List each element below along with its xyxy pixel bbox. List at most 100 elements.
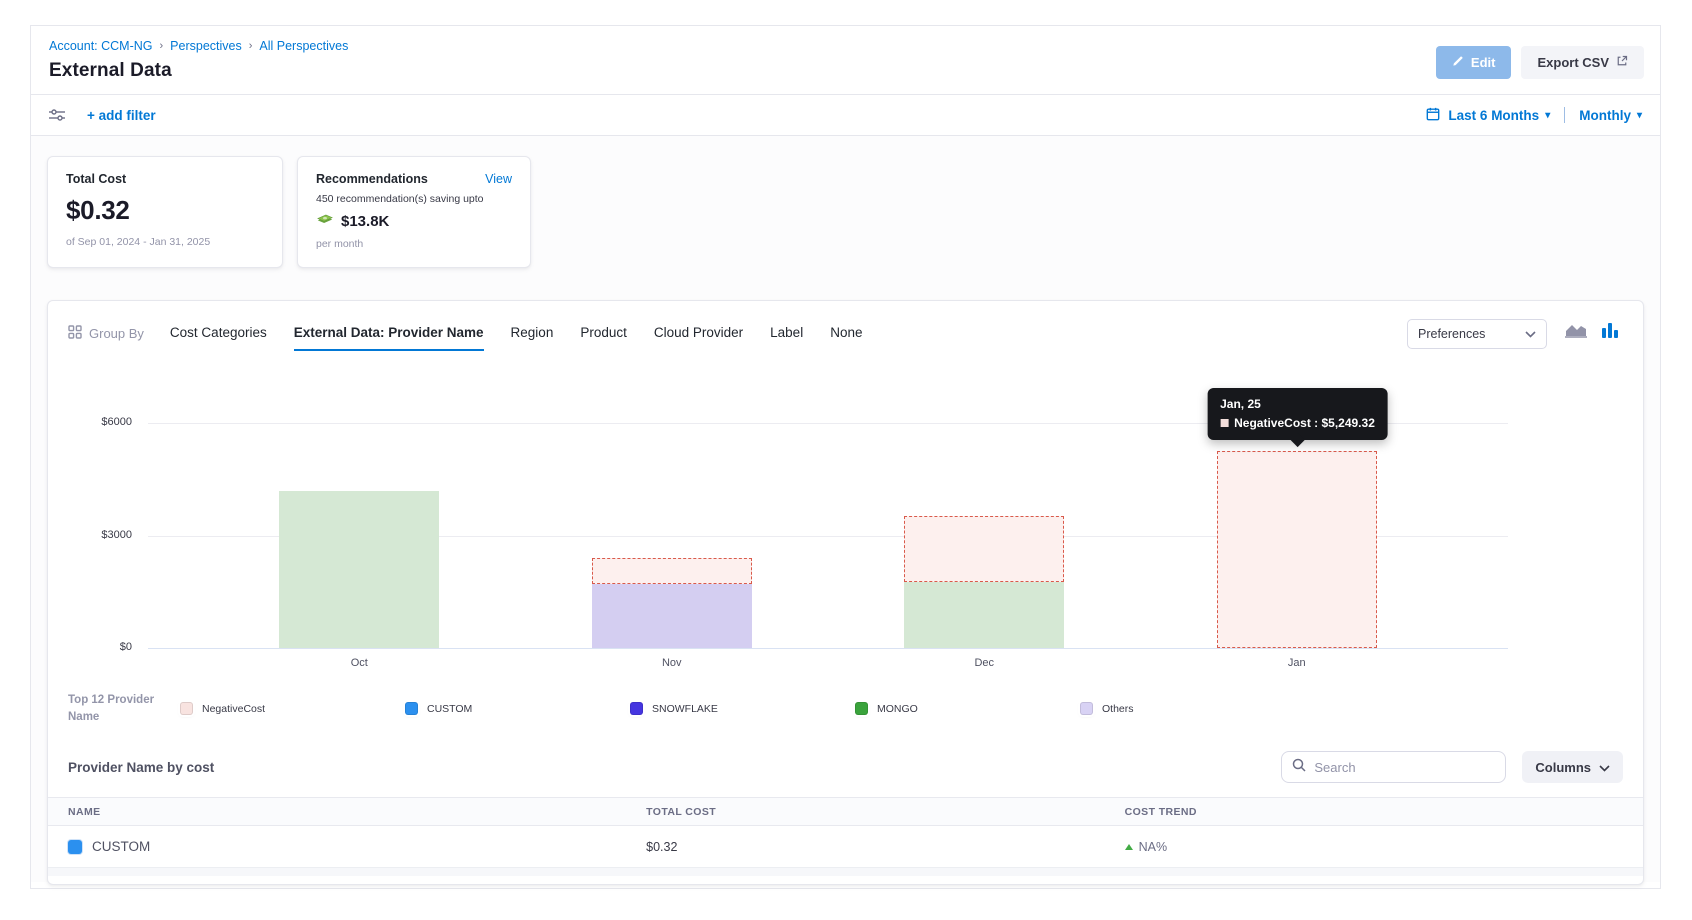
chart-plot-area: OctNovDecJanJan, 25NegativeCost : $5,249…: [148, 423, 1508, 648]
chart-bar-segment-snowflake[interactable]: [592, 584, 752, 648]
chart-bar-segment-negativecost[interactable]: [904, 516, 1064, 582]
recommendations-card: Recommendations View 450 recommendation(…: [297, 156, 531, 268]
chart-type-toggle: [1565, 322, 1619, 343]
recommendations-line1: 450 recommendation(s) saving upto: [316, 193, 512, 205]
group-by-tab[interactable]: Label: [770, 325, 803, 351]
group-by-label: Group By: [68, 325, 144, 351]
main-area: Total Cost $0.32 of Sep 01, 2024 - Jan 3…: [31, 136, 1660, 882]
tooltip-title: Jan, 25: [1220, 397, 1375, 411]
table-header-name[interactable]: NAME: [48, 806, 646, 818]
export-csv-label: Export CSV: [1537, 55, 1609, 70]
total-cost-title: Total Cost: [66, 172, 264, 186]
x-axis-tick-label: Jan: [1141, 657, 1454, 669]
chart-legend: Top 12 Provider Name NegativeCostCUSTOMS…: [48, 692, 1643, 725]
y-axis-tick-label: $3000: [48, 529, 132, 541]
table-search: [1281, 751, 1506, 783]
table-toolbar: Provider Name by cost Columns: [48, 725, 1643, 797]
group-by-tab[interactable]: Product: [580, 325, 627, 351]
legend-swatch: [405, 702, 418, 715]
granularity-dropdown[interactable]: Monthly ▾: [1579, 108, 1642, 123]
table-header-cost-trend[interactable]: COST TREND: [1125, 806, 1643, 818]
page-title: External Data: [49, 60, 1642, 82]
header-actions: Edit Export CSV: [1436, 46, 1644, 79]
table-row[interactable]: CUSTOM $0.32 NA%: [48, 826, 1643, 868]
chart-bar-segment-negativecost[interactable]: [1217, 451, 1377, 648]
grid-icon: [68, 325, 82, 342]
provider-cost-trend: NA%: [1139, 840, 1167, 854]
legend-item-negativecost[interactable]: NegativeCost: [180, 702, 405, 715]
breadcrumb-link[interactable]: Perspectives: [170, 39, 242, 53]
group-by-tab[interactable]: None: [830, 325, 862, 351]
legend-swatch: [855, 702, 868, 715]
summary-cards: Total Cost $0.32 of Sep 01, 2024 - Jan 3…: [47, 156, 1644, 268]
legend-item-others[interactable]: Others: [1080, 702, 1305, 715]
legend-label: MONGO: [877, 703, 918, 715]
legend-label: Others: [1102, 703, 1134, 715]
group-by-tab[interactable]: Region: [511, 325, 554, 351]
recommendations-view-link[interactable]: View: [485, 172, 512, 186]
time-range-dropdown[interactable]: Last 6 Months ▾: [1448, 108, 1550, 123]
trend-up-icon: [1125, 844, 1133, 850]
filter-sliders-icon[interactable]: [49, 108, 65, 122]
legend-item-custom[interactable]: CUSTOM: [405, 702, 630, 715]
table-header-total-cost[interactable]: TOTAL COST: [646, 806, 1125, 818]
chart-bar-segment-negativecost[interactable]: [592, 558, 752, 585]
provider-color-swatch: [68, 840, 82, 854]
chevron-down-icon: [1599, 760, 1610, 775]
y-axis-tick-label: $0: [48, 641, 132, 653]
chart-category-slot: [828, 423, 1141, 648]
group-by-tab[interactable]: Cost Categories: [170, 325, 267, 351]
edit-button-label: Edit: [1471, 55, 1496, 70]
x-axis-tick-label: Nov: [516, 657, 829, 669]
add-filter-button[interactable]: + add filter: [87, 108, 156, 123]
tooltip-series-value: NegativeCost : $5,249.32: [1234, 416, 1375, 430]
total-cost-value: $0.32: [66, 195, 264, 226]
perspective-card: Group By Cost Categories External Data: P…: [47, 300, 1644, 885]
group-by-tab[interactable]: External Data: Provider Name: [294, 325, 484, 351]
x-axis-labels: OctNovDecJan: [203, 657, 1453, 669]
total-cost-period: of Sep 01, 2024 - Jan 31, 2025: [66, 236, 264, 248]
provider-name: CUSTOM: [92, 839, 150, 854]
total-cost-card: Total Cost $0.32 of Sep 01, 2024 - Jan 3…: [47, 156, 283, 268]
breadcrumb-link[interactable]: Account: CCM-NG: [49, 39, 153, 53]
breadcrumb: Account: CCM-NG›Perspectives›All Perspec…: [49, 39, 1642, 53]
provider-total-cost: $0.32: [646, 840, 1125, 854]
pencil-icon: [1452, 55, 1464, 70]
search-icon: [1292, 758, 1306, 777]
x-axis-tick-label: Dec: [828, 657, 1141, 669]
legend-label: SNOWFLAKE: [652, 703, 718, 715]
cost-chart: OctNovDecJanJan, 25NegativeCost : $5,249…: [48, 423, 1643, 648]
export-csv-button[interactable]: Export CSV: [1521, 46, 1644, 79]
granularity-label: Monthly: [1579, 108, 1631, 123]
legend-item-mongo[interactable]: MONGO: [855, 702, 1080, 715]
recommendations-title: Recommendations: [316, 172, 428, 186]
breadcrumb-link[interactable]: All Perspectives: [259, 39, 348, 53]
legend-swatch: [180, 702, 193, 715]
table-header-row: NAME TOTAL COST COST TREND: [48, 797, 1643, 826]
chart-category-slot: [203, 423, 516, 648]
filter-bar: + add filter Last 6 Months ▾ Monthly ▾: [31, 95, 1660, 136]
group-by-tabs: Cost Categories External Data: Provider N…: [170, 325, 863, 351]
edit-button[interactable]: Edit: [1436, 46, 1512, 79]
chevron-down-icon: ▾: [1545, 110, 1550, 121]
bar-chart-icon[interactable]: [1601, 322, 1619, 343]
chart-bar-segment-mongo[interactable]: [279, 491, 439, 648]
preferences-dropdown[interactable]: Preferences: [1407, 319, 1547, 349]
table-footer-strip: [48, 868, 1643, 876]
recommendations-amount: $13.8K: [341, 213, 389, 230]
columns-dropdown[interactable]: Columns: [1522, 751, 1623, 783]
area-chart-icon[interactable]: [1565, 322, 1587, 343]
legend-item-snowflake[interactable]: SNOWFLAKE: [630, 702, 855, 715]
recommendations-line2: per month: [316, 238, 512, 250]
chart-bar-segment-mongo[interactable]: [904, 582, 1064, 648]
page-frame: Account: CCM-NG›Perspectives›All Perspec…: [30, 25, 1661, 889]
group-by-tab[interactable]: Cloud Provider: [654, 325, 743, 351]
external-link-icon: [1616, 55, 1628, 70]
breadcrumb-separator: ›: [160, 40, 164, 52]
chart-category-slot: [516, 423, 829, 648]
table-title: Provider Name by cost: [68, 760, 214, 775]
search-input[interactable]: [1314, 760, 1495, 775]
chart-category-slot: [1141, 423, 1454, 648]
group-by-row: Group By Cost Categories External Data: P…: [48, 301, 1643, 351]
legend-items: NegativeCostCUSTOM SNOWFLAKE MONGO Others: [180, 702, 1623, 715]
